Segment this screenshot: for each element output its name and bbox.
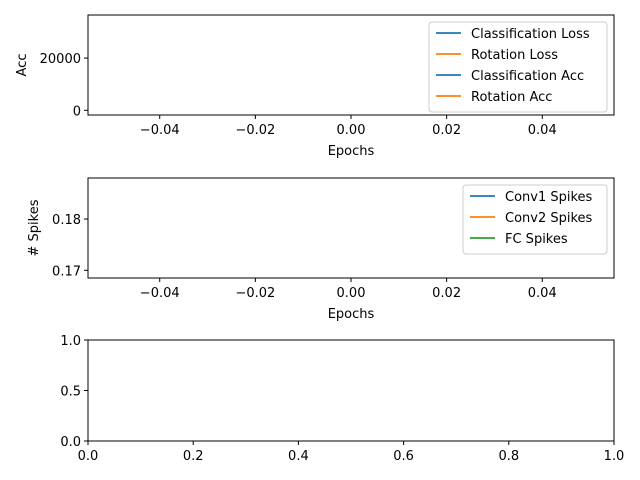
legend-entry: Classification Acc — [471, 69, 584, 84]
y-tick-label: 0.18 — [52, 213, 81, 228]
legend-entry: Conv1 Spikes — [505, 190, 593, 205]
subplot-1: −0.04 −0.02 0.00 0.02 0.04 0 20000 Epochs Acc Cla… — [15, 14, 615, 159]
x-axis-label: Epochs — [328, 307, 375, 322]
x-tick-label: 0.00 — [337, 286, 366, 301]
subplot-2: −0.04 −0.02 0.00 0.02 0.04 0.17 0.18 Epochs # Sp… — [27, 177, 615, 322]
legend-entry: Rotation Acc — [471, 90, 552, 105]
x-tick-label: 0.0 — [78, 449, 99, 464]
x-tick-label: 0.02 — [432, 123, 461, 138]
x-tick-label: −0.04 — [140, 123, 180, 138]
x-tick-label: −0.04 — [140, 286, 180, 301]
x-tick-label: −0.02 — [235, 123, 275, 138]
legend: Classification Loss Rotation Loss Classifi… — [428, 21, 608, 113]
x-tick-label: 0.4 — [288, 449, 309, 464]
y-axis-label: # Spikes — [27, 199, 42, 256]
legend-box — [462, 184, 608, 255]
subplot-3: 0.0 0.2 0.4 0.6 0.8 1.0 0.0 0.5 1.0 — [60, 334, 624, 464]
y-tick-label: 0.0 — [60, 435, 81, 450]
x-tick-label: 0.2 — [183, 449, 204, 464]
legend-box — [428, 21, 608, 113]
x-tick-label: 1.0 — [604, 449, 625, 464]
y-axis-label: Acc — [15, 54, 30, 77]
y-tick-label: 0 — [73, 104, 81, 119]
y-tick-label: 20000 — [40, 52, 81, 67]
y-tick-label: 0.5 — [60, 385, 81, 400]
legend-entry: Rotation Loss — [471, 48, 558, 63]
legend-entry: Conv2 Spikes — [505, 211, 593, 226]
legend: Conv1 Spikes Conv2 Spikes FC Spikes — [462, 184, 608, 255]
x-tick-label: 0.8 — [498, 449, 519, 464]
axes-frame — [87, 339, 615, 442]
x-tick-label: 0.00 — [337, 123, 366, 138]
x-tick-label: 0.02 — [432, 286, 461, 301]
x-tick-label: 0.04 — [528, 286, 557, 301]
x-axis-label: Epochs — [328, 144, 375, 159]
y-tick-label: 1.0 — [60, 334, 81, 349]
legend-entry: Classification Loss — [471, 27, 590, 42]
x-tick-label: −0.02 — [235, 286, 275, 301]
y-tick-label: 0.17 — [52, 264, 81, 279]
x-tick-label: 0.04 — [528, 123, 557, 138]
x-tick-label: 0.6 — [393, 449, 414, 464]
legend-entry: FC Spikes — [505, 232, 568, 247]
